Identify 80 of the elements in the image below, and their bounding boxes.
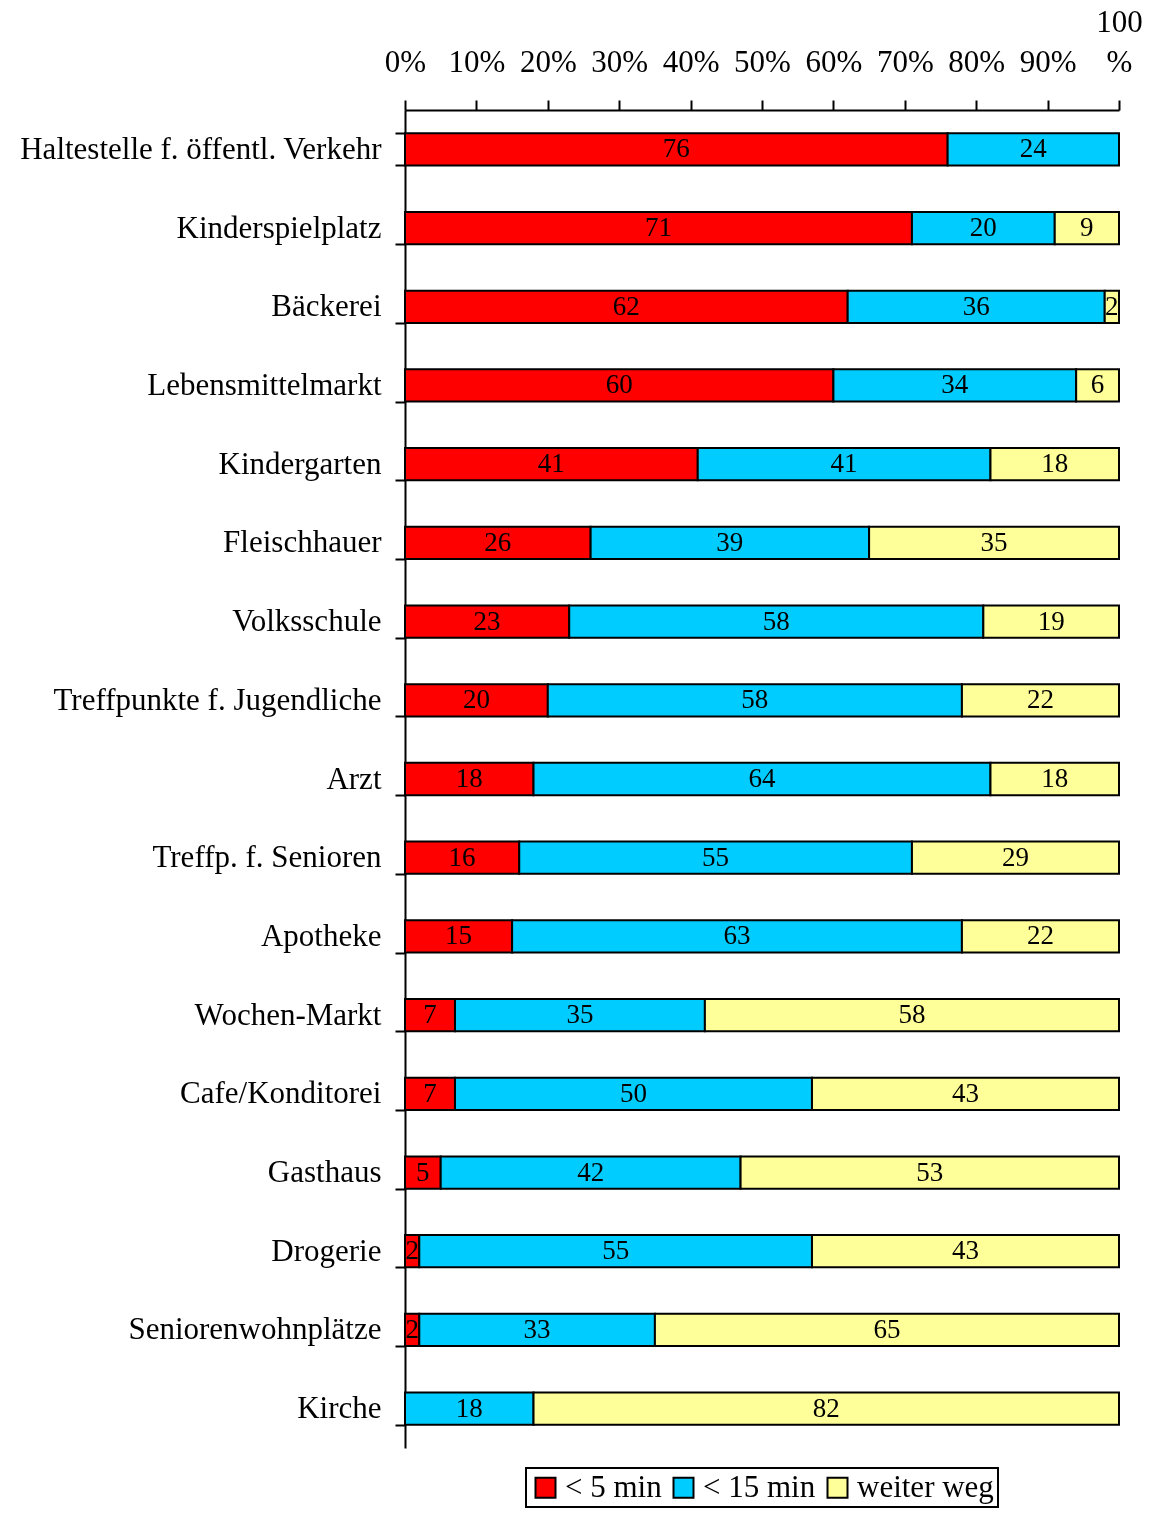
y-tick-label: Kirche xyxy=(297,1390,382,1426)
y-tick-label: Arzt xyxy=(326,760,382,796)
data-label: 42 xyxy=(577,1156,605,1187)
x-tick-label: 70% xyxy=(876,43,934,79)
data-label: 20 xyxy=(462,684,490,715)
data-label: 43 xyxy=(951,1077,979,1108)
x-tick-label: 80% xyxy=(948,43,1006,79)
data-label: 60 xyxy=(605,369,633,400)
data-label: 34 xyxy=(941,369,969,400)
data-label: 2 xyxy=(405,1313,419,1344)
data-label: 26 xyxy=(484,526,512,557)
data-label: 43 xyxy=(951,1235,979,1266)
data-label: 53 xyxy=(916,1156,944,1187)
y-tick-label: Haltestelle f. öffentl. Verkehr xyxy=(20,130,383,166)
data-label: 35 xyxy=(980,526,1008,557)
y-tick-label: Drogerie xyxy=(271,1232,382,1268)
y-tick-label: Treffpunkte f. Jugendliche xyxy=(53,681,382,717)
data-label: 19 xyxy=(1037,605,1065,636)
data-label: 18 xyxy=(455,1392,483,1423)
data-label: 7 xyxy=(423,999,437,1030)
y-tick-label: Volksschule xyxy=(232,603,382,639)
data-label: 50 xyxy=(619,1077,647,1108)
data-label: 22 xyxy=(1026,684,1054,715)
x-tick-label: 40% xyxy=(662,43,720,79)
data-label: 33 xyxy=(523,1313,551,1344)
x-tick-label: 60% xyxy=(805,43,863,79)
data-label: 39 xyxy=(716,526,744,557)
y-tick-label: Apotheke xyxy=(260,917,382,953)
x-tick-label: 30% xyxy=(591,43,649,79)
data-label: 18 xyxy=(1041,448,1069,479)
data-label: 58 xyxy=(762,605,790,636)
data-label: 24 xyxy=(1019,133,1048,164)
data-label: 41 xyxy=(830,448,858,479)
data-label: 76 xyxy=(662,133,690,164)
x-tick-label: 90% xyxy=(1019,43,1077,79)
data-label: 9 xyxy=(1080,212,1094,243)
data-label: 41 xyxy=(537,448,565,479)
data-label: 2 xyxy=(405,1235,419,1266)
data-label: 55 xyxy=(602,1235,630,1266)
x-tick-label: 50% xyxy=(734,43,791,79)
x-tick-label: 20% xyxy=(519,43,577,79)
data-label: 58 xyxy=(898,999,926,1030)
data-label: 29 xyxy=(1001,841,1029,872)
y-tick-label: Kinderspielplatz xyxy=(176,209,382,245)
data-label: 55 xyxy=(702,841,730,872)
data-label: 22 xyxy=(1026,920,1054,951)
data-label: 15 xyxy=(445,920,473,951)
y-tick-label: Cafe/Konditorei xyxy=(180,1075,382,1111)
legend-label: < 15 min xyxy=(703,1468,816,1504)
data-label: 71 xyxy=(644,212,672,243)
data-label: 36 xyxy=(962,290,990,321)
data-label: 18 xyxy=(1041,763,1069,793)
x-tick-label: 100 % xyxy=(1096,3,1143,79)
legend-label: weiter weg xyxy=(857,1468,994,1504)
data-label: 63 xyxy=(723,920,751,951)
data-label: 16 xyxy=(448,841,476,872)
data-label: 82 xyxy=(812,1392,840,1423)
y-tick-label: Treffp. f. Senioren xyxy=(152,839,382,875)
legend-label: < 5 min xyxy=(565,1468,663,1504)
y-tick-label: Fleischhauer xyxy=(223,524,383,560)
data-label: 58 xyxy=(741,684,769,715)
data-label: 65 xyxy=(873,1313,901,1344)
data-label: 64 xyxy=(748,763,776,793)
y-tick-label: Kindergarten xyxy=(218,445,382,481)
data-label: 7 xyxy=(423,1077,437,1108)
data-label: 18 xyxy=(455,763,483,793)
x-tick-label: 0% xyxy=(384,43,427,79)
y-tick-label: Lebensmittelmarkt xyxy=(147,366,382,402)
data-label: 23 xyxy=(473,605,501,636)
data-label: 35 xyxy=(566,999,594,1030)
y-tick-label: Wochen-Markt xyxy=(194,996,382,1032)
data-label: 62 xyxy=(612,290,640,321)
data-label: 20 xyxy=(969,212,997,243)
data-label: 6 xyxy=(1090,369,1105,400)
data-label: 5 xyxy=(416,1156,430,1187)
y-tick-label: Seniorenwohnplätze xyxy=(128,1311,382,1347)
y-tick-label: Bäckerei xyxy=(271,288,382,324)
y-tick-label: Gasthaus xyxy=(267,1154,382,1190)
x-tick-label: 10% xyxy=(448,43,506,79)
data-label: 2 xyxy=(1105,290,1119,321)
